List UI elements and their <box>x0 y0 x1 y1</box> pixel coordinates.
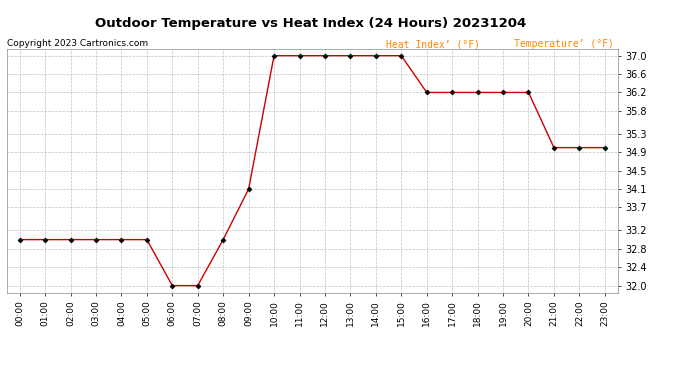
Text: Outdoor Temperature vs Heat Index (24 Hours) 20231204: Outdoor Temperature vs Heat Index (24 Ho… <box>95 17 526 30</box>
Text: Copyright 2023 Cartronics.com: Copyright 2023 Cartronics.com <box>7 39 148 48</box>
Text: Temperature’ (°F): Temperature’ (°F) <box>514 39 614 50</box>
Text: Heat Index’ (°F): Heat Index’ (°F) <box>386 39 480 50</box>
